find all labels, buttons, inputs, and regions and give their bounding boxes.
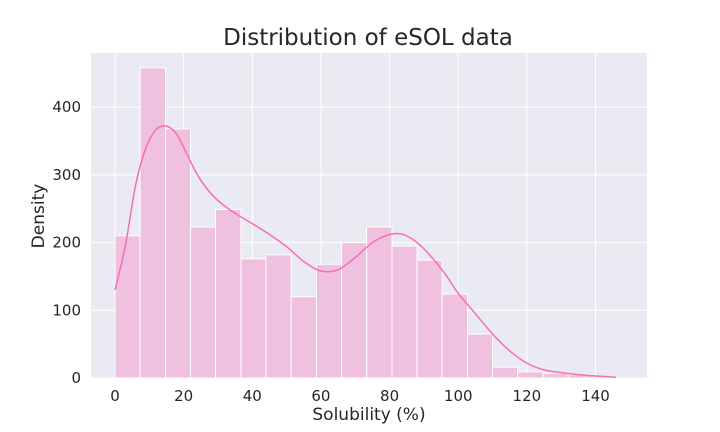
histogram-bar (416, 259, 443, 379)
histogram-bar (542, 372, 569, 379)
x-tick-label: 40 (243, 387, 262, 405)
histogram-bar (467, 333, 494, 379)
x-tick-label: 100 (444, 387, 473, 405)
y-tick-label: 200 (52, 234, 81, 252)
histogram-bar (240, 258, 267, 379)
x-tick-label: 20 (174, 387, 193, 405)
histogram-bar (164, 128, 192, 379)
x-tick-label: 0 (110, 387, 120, 405)
x-tick-labels: 0 20 40 60 80 100 120 140 (110, 387, 610, 405)
chart-title: Distribution of eSOL data (223, 25, 513, 51)
histogram-bar (215, 208, 242, 379)
y-tick-label: 400 (52, 98, 81, 116)
histogram-bar (114, 235, 141, 379)
x-tick-label: 80 (380, 387, 399, 405)
y-tick-labels: 0 100 200 300 400 (52, 98, 81, 387)
kde-curve (114, 125, 617, 379)
histogram-bar (441, 293, 469, 379)
histogram-bar (315, 263, 343, 379)
histogram-bar (190, 226, 217, 379)
histogram-bar (341, 242, 368, 379)
x-axis-label: Solubility (%) (312, 405, 425, 425)
y-tick-label: 0 (71, 369, 81, 387)
y-tick-label: 100 (52, 301, 81, 319)
y-tick-label: 300 (52, 166, 81, 184)
histogram-bar (366, 226, 393, 379)
histogram-bar (265, 254, 292, 379)
histogram-bar (492, 366, 519, 379)
y-axis-label: Density (29, 184, 49, 249)
histogram-bar (391, 245, 418, 379)
x-tick-label: 120 (513, 387, 542, 405)
histogram-bar (517, 371, 544, 379)
x-tick-label: 60 (311, 387, 330, 405)
histogram-bar (290, 296, 317, 379)
x-tick-label: 140 (581, 387, 610, 405)
histogram-bar (139, 67, 166, 379)
